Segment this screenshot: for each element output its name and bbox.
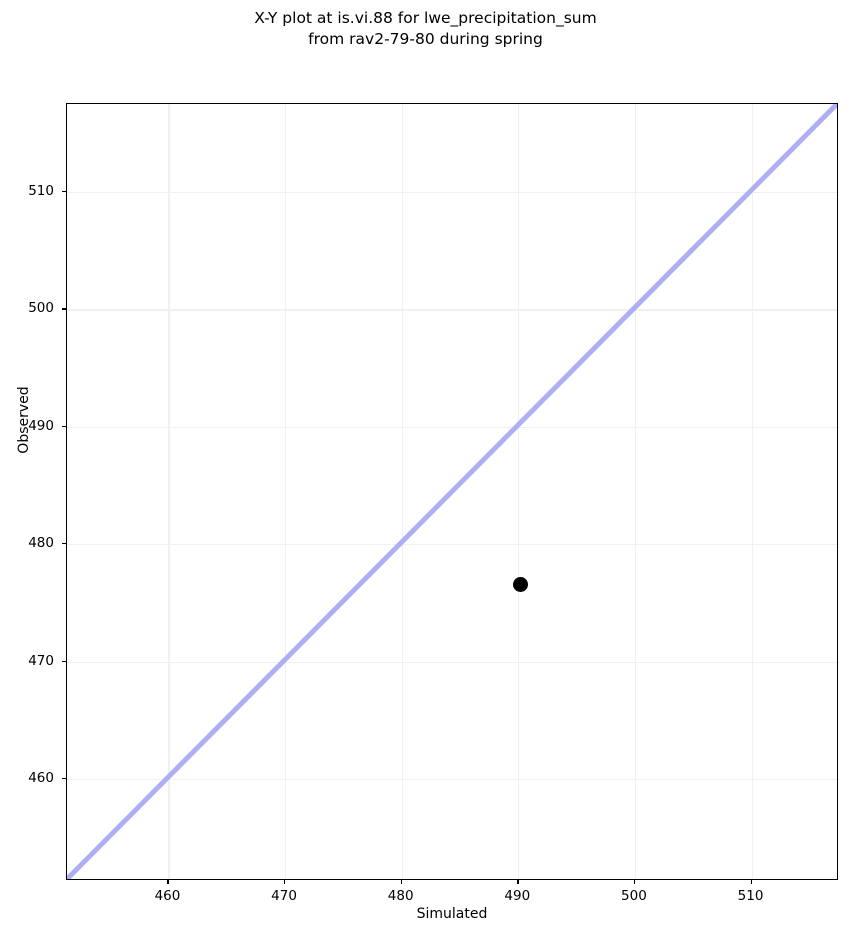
x-tick-label: 470 xyxy=(271,888,297,904)
data-point-marker xyxy=(513,576,529,592)
x-tick-mark xyxy=(633,880,636,884)
gridline-vertical xyxy=(285,104,287,879)
gridline-horizontal xyxy=(67,309,837,311)
y-tick-mark xyxy=(62,660,66,662)
gridline-horizontal xyxy=(67,778,837,781)
y-axis-label: Observed xyxy=(16,386,32,454)
gridline-vertical xyxy=(634,104,637,879)
x-tick-label: 490 xyxy=(504,888,531,904)
gridline-vertical xyxy=(751,104,753,879)
one-to-one-reference-line xyxy=(67,104,837,879)
y-tick-label: 480 xyxy=(28,535,54,552)
x-axis-label: Simulated xyxy=(416,906,488,922)
y-tick-label: 460 xyxy=(28,769,54,786)
gridline-horizontal xyxy=(67,661,837,663)
y-tick-label: 490 xyxy=(28,417,54,434)
identity-line-stroke xyxy=(67,104,837,879)
x-tick-mark xyxy=(750,880,752,884)
x-tick-mark xyxy=(517,880,519,884)
gridline-vertical xyxy=(168,104,170,879)
x-tick-label: 510 xyxy=(737,888,764,904)
x-tick-label: 480 xyxy=(387,888,414,904)
y-tick-label: 470 xyxy=(28,652,54,669)
y-tick-mark xyxy=(62,777,66,780)
x-tick-label: 460 xyxy=(154,888,181,904)
plot-area xyxy=(66,103,838,880)
gridline-horizontal xyxy=(67,544,837,546)
y-tick-label: 500 xyxy=(28,300,54,317)
gridline-vertical xyxy=(518,104,520,879)
y-tick-label: 510 xyxy=(28,183,54,200)
y-tick-mark xyxy=(62,191,66,193)
y-tick-mark xyxy=(62,425,66,428)
x-tick-label: 500 xyxy=(621,888,647,904)
gridline-horizontal xyxy=(67,192,837,194)
x-tick-mark xyxy=(400,880,402,884)
x-tick-mark xyxy=(167,880,169,884)
x-tick-mark xyxy=(284,880,286,884)
y-tick-mark xyxy=(62,308,66,310)
gridline-vertical xyxy=(401,104,403,879)
y-tick-mark xyxy=(62,543,66,545)
chart-title: X-Y plot at is.vi.88 for lwe_precipitati… xyxy=(254,9,597,48)
gridline-horizontal xyxy=(67,426,837,428)
